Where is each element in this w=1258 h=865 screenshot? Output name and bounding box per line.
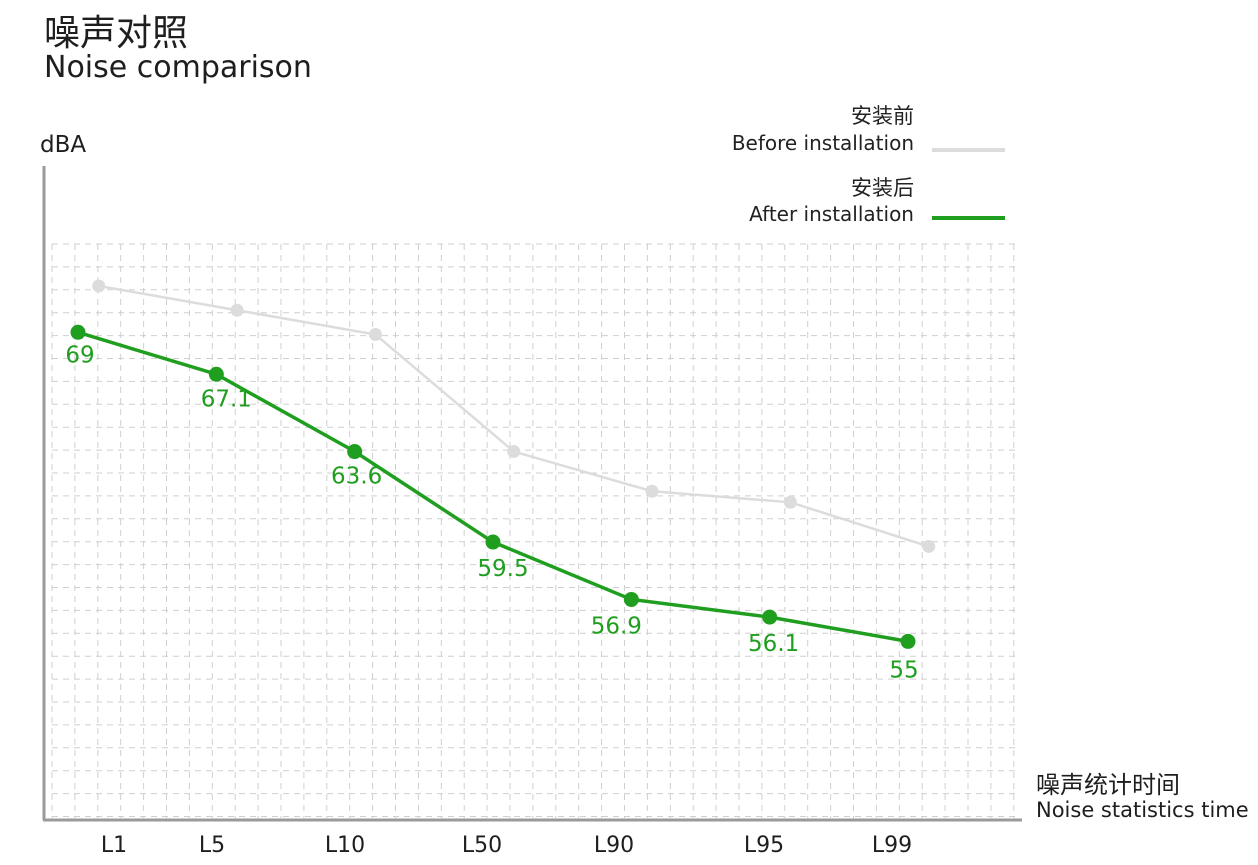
data-point-1 xyxy=(208,366,224,382)
data-label: 59.5 xyxy=(477,556,528,582)
data-point-0 xyxy=(645,484,659,498)
legend-after-cn: 安装后 xyxy=(851,176,914,200)
data-point-0 xyxy=(368,328,382,342)
data-point-1 xyxy=(900,633,916,649)
data-label: 63.6 xyxy=(331,464,382,490)
data-point-0 xyxy=(507,445,521,459)
x-tick-label: L50 xyxy=(462,833,502,858)
data-label: 69 xyxy=(65,342,94,368)
data-label: 55 xyxy=(889,657,918,683)
x-tick-label: L1 xyxy=(101,833,127,858)
x-tick-label: L90 xyxy=(594,833,634,858)
x-tick-label: L5 xyxy=(199,833,225,858)
x-ticks: L1 L5 L10 L50 L90 L95 L99 xyxy=(101,833,912,858)
y-axis-label: dBA xyxy=(40,132,87,158)
x-axis-label-cn: 噪声统计时间 xyxy=(1036,771,1180,799)
chart-title: 噪声对照 xyxy=(44,13,189,54)
chart-subtitle: Noise comparison xyxy=(44,50,312,85)
x-tick-label: L95 xyxy=(744,833,784,858)
data-point-1 xyxy=(485,534,501,550)
legend-before-en: Before installation xyxy=(731,131,914,155)
data-label: 56.9 xyxy=(591,613,642,639)
series-line-0 xyxy=(98,284,930,548)
x-tick-label: L10 xyxy=(325,833,365,858)
x-tick-label: L99 xyxy=(872,833,912,858)
x-axis-label-en: Noise statistics time xyxy=(1036,798,1249,822)
legend-before-cn: 安装前 xyxy=(851,104,914,128)
data-point-0 xyxy=(92,279,106,293)
data-label: 56.1 xyxy=(748,631,799,657)
data-point-1 xyxy=(623,591,639,607)
series: 69 67.1 63.6 59.5 56.9 56.1 55 xyxy=(65,279,936,683)
data-label: 67.1 xyxy=(201,386,252,412)
data-point-1 xyxy=(347,444,363,460)
data-point-1 xyxy=(70,324,86,340)
series-line-1 xyxy=(77,330,909,644)
legend-after-en: After installation xyxy=(749,202,914,226)
data-point-0 xyxy=(783,495,797,509)
grid xyxy=(51,243,1016,818)
data-point-0 xyxy=(922,539,936,553)
data-point-0 xyxy=(230,303,244,317)
data-point-1 xyxy=(762,609,778,625)
